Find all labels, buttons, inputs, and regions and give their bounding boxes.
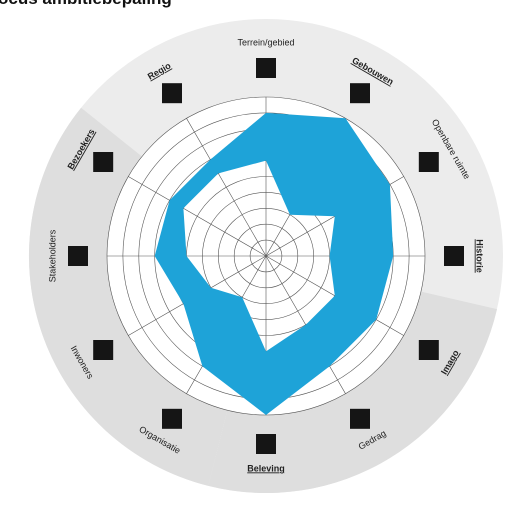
axis-label-stakeholders: Stakeholders: [47, 229, 57, 282]
axis-marker-square: [162, 83, 182, 104]
axis-markers: [68, 58, 464, 454]
axis-label-historie: Historie: [475, 239, 485, 273]
axis-marker-square: [418, 340, 439, 360]
page-title: ocus ambitiebepaling: [0, 0, 172, 9]
axis-marker-square: [418, 152, 439, 172]
axis-marker-square: [162, 408, 182, 429]
axis-marker-square: [256, 434, 276, 454]
axis-label-terrein-gebied: Terrein/gebied: [237, 37, 294, 47]
axis-marker-square: [350, 408, 370, 429]
axis-label-beleving: Beleving: [247, 463, 285, 473]
grid-spoke: [128, 176, 267, 257]
axis-marker-square: [256, 58, 276, 78]
axis-marker-square: [350, 83, 370, 104]
axis-marker-square: [68, 246, 88, 266]
axis-marker-square: [93, 152, 114, 172]
grid-spoke: [186, 118, 267, 257]
axis-marker-square: [93, 340, 114, 360]
radar-value-band: [154, 112, 394, 416]
axis-marker-square: [444, 246, 464, 266]
